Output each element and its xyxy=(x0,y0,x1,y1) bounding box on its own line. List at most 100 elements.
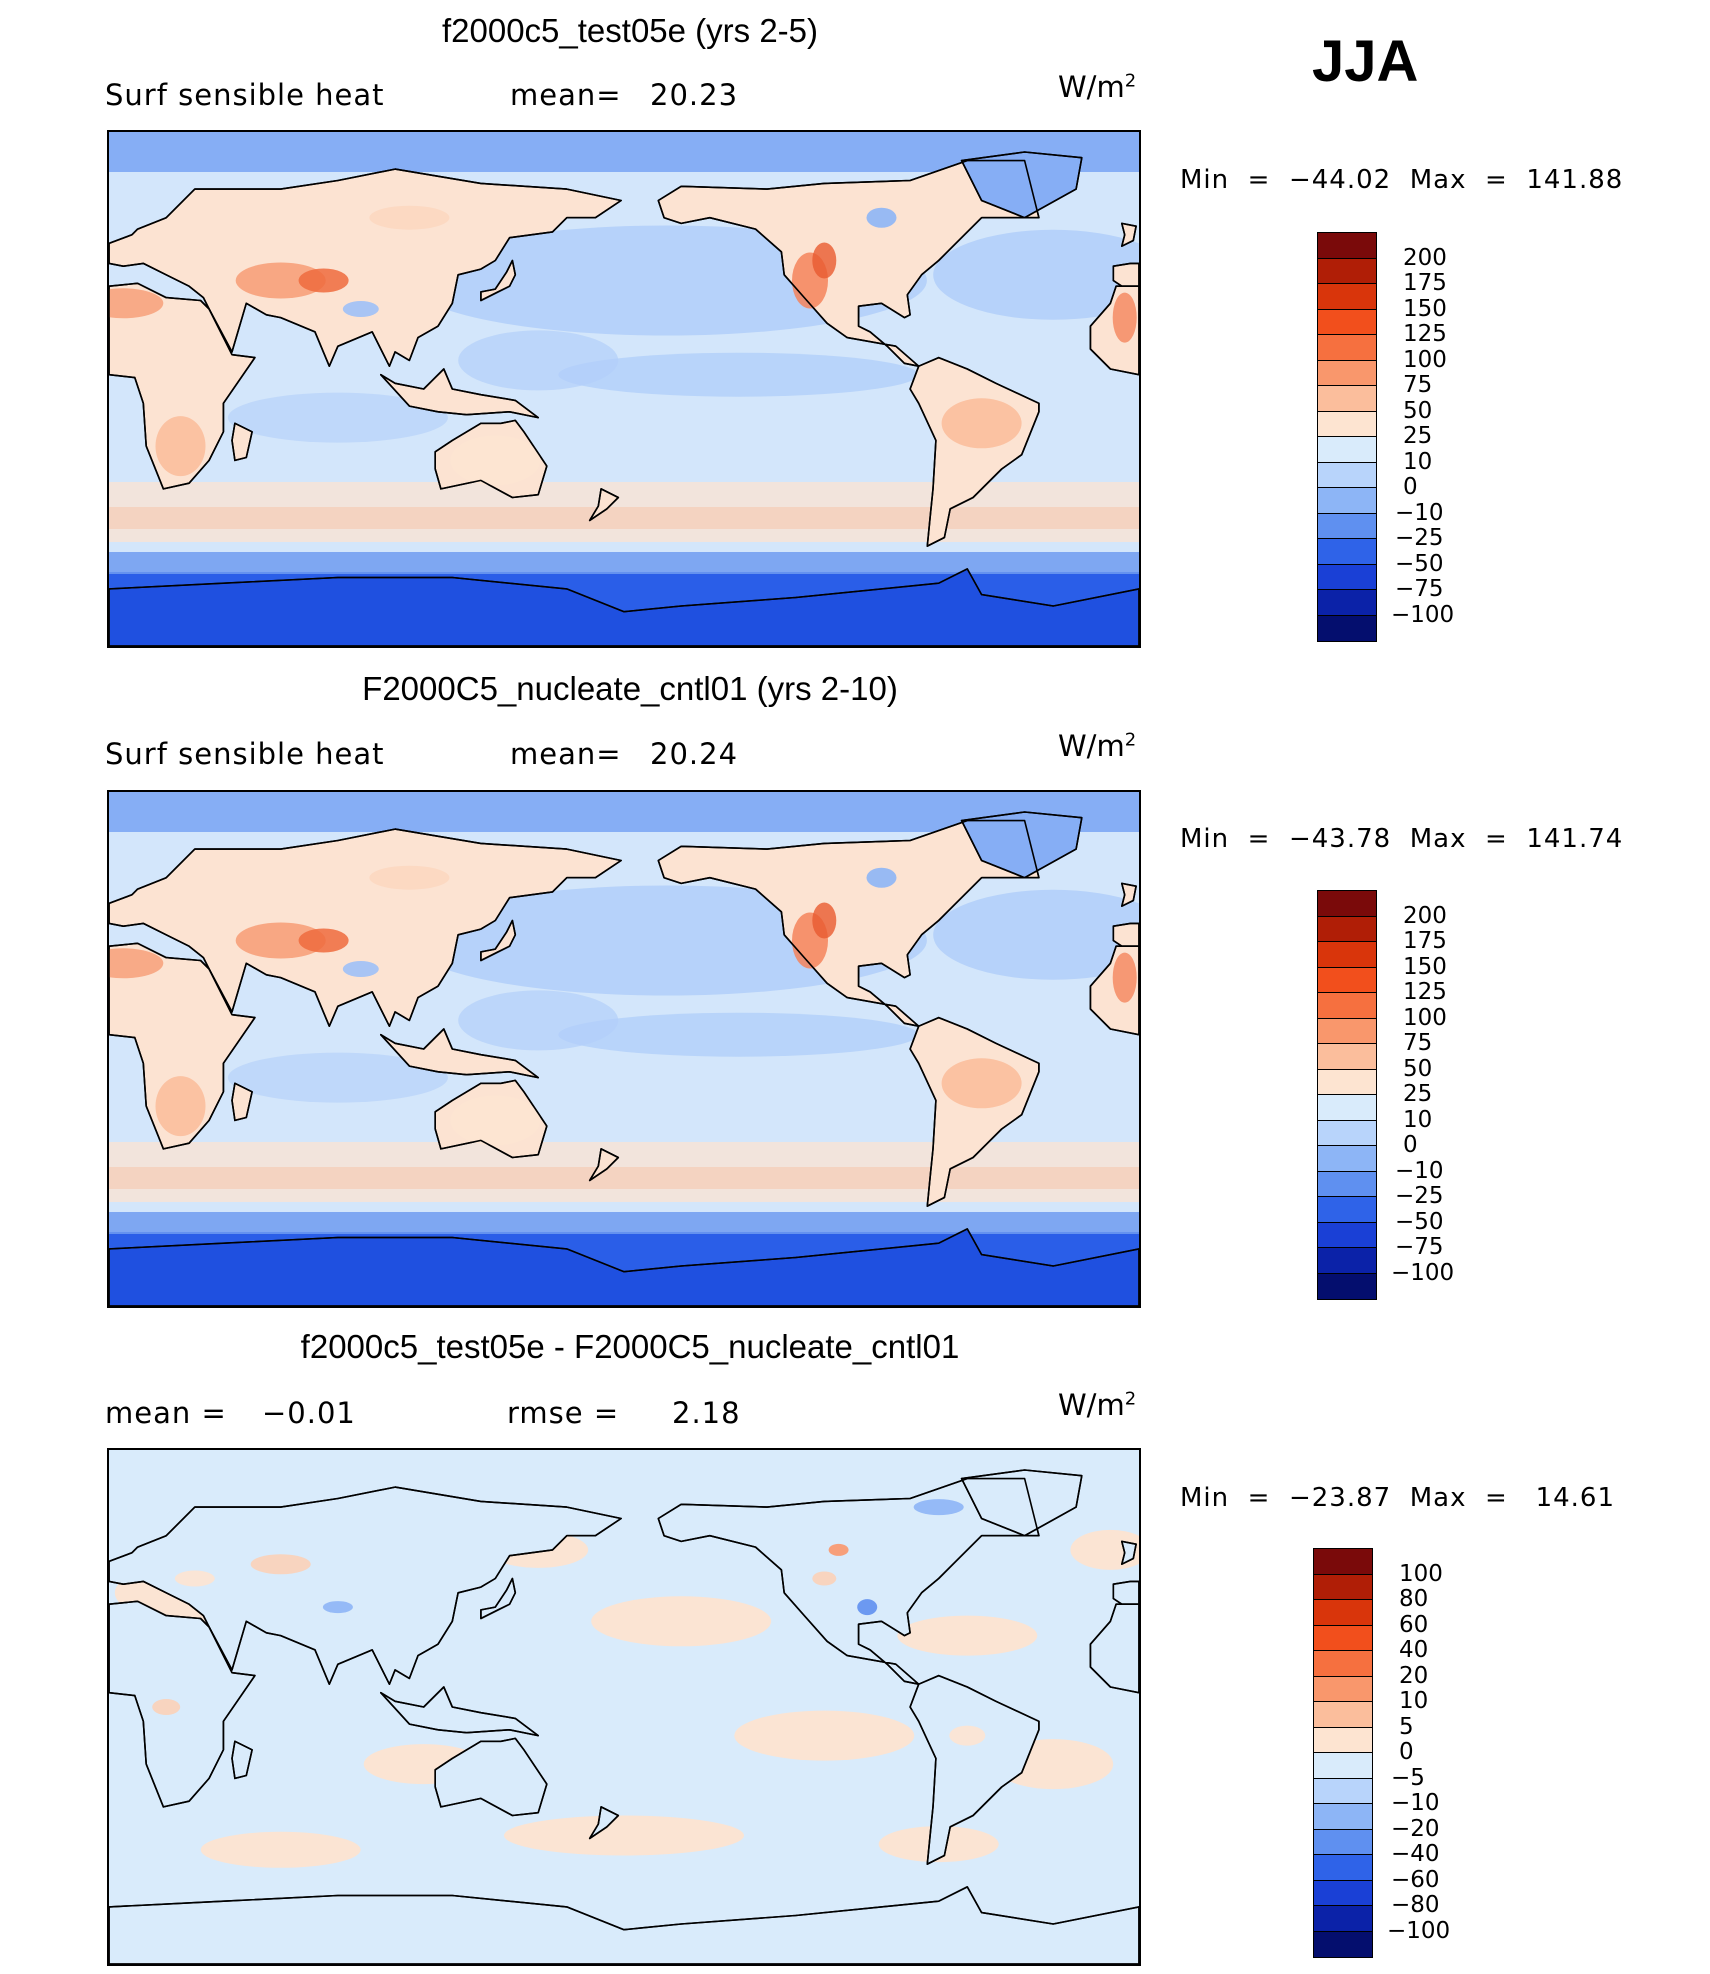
africa_w-coast xyxy=(1089,945,1139,1036)
colorbar-label: −75 xyxy=(1395,1234,1444,1260)
field-blob xyxy=(458,990,619,1051)
field-blob xyxy=(109,948,164,979)
field-blob xyxy=(1112,952,1137,1003)
colorbar-label: 80 xyxy=(1399,1586,1429,1612)
antarctica-coast xyxy=(109,568,1139,646)
colorbar-label: −10 xyxy=(1391,1790,1440,1816)
colorbar-swatch xyxy=(1313,1854,1373,1881)
panel-2-units: W/m2 xyxy=(1058,729,1137,763)
field-blob xyxy=(558,352,919,397)
panel-3-units: W/m2 xyxy=(1058,1388,1137,1422)
madagascar-coast xyxy=(231,422,253,462)
field-blob xyxy=(450,1095,541,1146)
africa-coast xyxy=(109,942,256,1150)
colorbar-swatch xyxy=(1317,1272,1377,1300)
field-blob xyxy=(812,1571,837,1586)
iberia-coast xyxy=(1112,262,1139,287)
colorbar-swatch xyxy=(1317,359,1377,387)
colorbar-label: −25 xyxy=(1395,1183,1444,1209)
colorbar-label: 125 xyxy=(1403,321,1447,347)
field-blob xyxy=(458,330,619,391)
panel-1-variable-label: Surf sensible heat xyxy=(105,78,385,112)
iberia-coast xyxy=(1112,1580,1139,1605)
colorbar-swatch xyxy=(1317,283,1377,310)
field-blob xyxy=(322,1601,353,1614)
field-blob xyxy=(152,1699,181,1715)
colorbar-label: 25 xyxy=(1403,1081,1433,1107)
panel-1-minmax: Min = −44.02 Max = 141.88 xyxy=(1180,165,1624,195)
colorbar-swatch xyxy=(1313,1701,1373,1728)
field-blob xyxy=(109,288,164,319)
colorbar-label: 0 xyxy=(1403,1132,1418,1158)
field-blob xyxy=(369,865,450,890)
colorbar-label: 125 xyxy=(1403,979,1447,1005)
panel-3-minmax: Min = −23.87 Max = 14.61 xyxy=(1180,1483,1616,1513)
colorbar-swatch xyxy=(1313,1905,1373,1932)
colorbar-label: 75 xyxy=(1403,1030,1433,1056)
colorbar-swatch xyxy=(1313,1803,1373,1830)
greenland-coast xyxy=(960,1469,1083,1537)
panel-3-rmse-value: 2.18 xyxy=(672,1396,741,1430)
eurasia-coast xyxy=(109,828,622,1027)
colorbar-label: −50 xyxy=(1395,1208,1444,1235)
colorbar-label: −100 xyxy=(1387,1917,1451,1944)
colorbar-label: −5 xyxy=(1391,1764,1425,1791)
field-blob xyxy=(913,1499,964,1516)
eurasia-coast xyxy=(109,168,622,367)
season-label: JJA xyxy=(1312,29,1419,94)
madagascar-coast xyxy=(231,1740,253,1780)
colorbar-label: 200 xyxy=(1403,244,1447,271)
africa_w-coast xyxy=(1089,285,1139,376)
greenland-coast xyxy=(960,151,1083,219)
panel-3-map xyxy=(107,1448,1141,1966)
field-blob xyxy=(941,1058,1022,1109)
colorbar-label: 150 xyxy=(1403,953,1447,980)
colorbar-label: 40 xyxy=(1399,1637,1429,1663)
field-blob xyxy=(591,1596,772,1647)
nz-coast xyxy=(588,488,620,522)
namerica-coast xyxy=(657,159,1040,367)
colorbar-label: −60 xyxy=(1391,1866,1440,1893)
australia-coast xyxy=(434,419,548,499)
field-blob xyxy=(298,268,349,293)
indonesia-coast xyxy=(380,1686,539,1737)
panel-3-rmse-label: rmse = xyxy=(507,1396,620,1430)
colorbar-swatch xyxy=(1313,1828,1373,1856)
colorbar-label: −10 xyxy=(1395,499,1444,526)
colorbar-label: −75 xyxy=(1395,576,1444,602)
field-blob xyxy=(933,229,1139,320)
indonesia-coast xyxy=(380,368,539,419)
panel-3-mean-label: mean = xyxy=(105,1396,227,1430)
field-blob xyxy=(227,392,448,443)
colorbar-swatch xyxy=(1317,915,1377,943)
nz-coast xyxy=(588,1806,620,1840)
colorbar-swatch xyxy=(1313,1752,1373,1779)
nz-coast xyxy=(588,1148,620,1182)
field-blob xyxy=(155,1076,206,1137)
colorbar-swatch xyxy=(1317,410,1377,438)
colorbar-label: 175 xyxy=(1403,928,1447,954)
colorbar-swatch xyxy=(1317,1196,1377,1223)
africa-coast xyxy=(109,1600,256,1808)
field-blob xyxy=(174,1570,215,1587)
panel-2-variable-label: Surf sensible heat xyxy=(105,737,385,771)
field-blob xyxy=(450,435,541,486)
colorbar-swatch xyxy=(1317,487,1377,514)
australia-coast xyxy=(434,1079,548,1159)
colorbar-label: 50 xyxy=(1403,1055,1433,1082)
field-blob xyxy=(812,242,837,279)
field-blob xyxy=(812,902,837,939)
colorbar-label: 25 xyxy=(1403,423,1433,449)
samerica-coast xyxy=(909,1016,1040,1207)
colorbar-label: 60 xyxy=(1399,1611,1429,1638)
colorbar-swatch xyxy=(1317,1094,1377,1121)
colorbar-swatch xyxy=(1317,1170,1377,1198)
panel-3-title: f2000c5_test05e - F2000C5_nucleate_cntl0… xyxy=(300,1328,960,1365)
panel-2-mean-label: mean= xyxy=(510,737,622,771)
colorbar-label: −10 xyxy=(1395,1157,1444,1184)
panel-1-units: W/m2 xyxy=(1058,70,1137,104)
panel-1-title: f2000c5_test05e (yrs 2-5) xyxy=(441,12,819,49)
field-blob xyxy=(504,1815,744,1856)
colorbar-label: 10 xyxy=(1399,1688,1429,1714)
colorbar-label: 20 xyxy=(1399,1662,1429,1689)
